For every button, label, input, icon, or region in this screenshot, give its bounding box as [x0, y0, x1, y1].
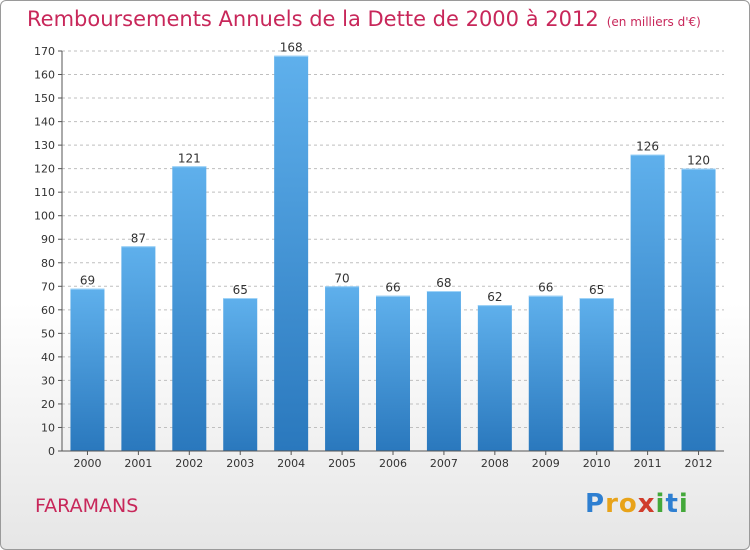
proxiti-logo: Proxiti — [585, 489, 689, 519]
bar-value-label: 66 — [385, 281, 400, 295]
x-tick-label: 2006 — [379, 457, 407, 470]
chart-title: Remboursements Annuels de la Dette de 20… — [27, 7, 701, 31]
bar-value-label: 120 — [687, 154, 710, 168]
x-tick-label: 2003 — [226, 457, 254, 470]
y-tick-label: 160 — [34, 69, 55, 82]
x-tick-label: 2012 — [685, 457, 713, 470]
y-tick-label: 150 — [34, 92, 55, 105]
x-tick-label: 2004 — [277, 457, 305, 470]
bar-2004 — [274, 55, 309, 452]
y-tick-label: 130 — [34, 139, 55, 152]
bars: 69 87 121 65 168 70 66 68 62 66 65 126 120 — [70, 41, 716, 452]
y-tick-label: 100 — [34, 210, 55, 223]
x-tick-label: 2009 — [532, 457, 560, 470]
y-tick-label: 30 — [41, 374, 55, 387]
x-tick-label: 2005 — [328, 457, 356, 470]
bar-2003 — [223, 298, 258, 451]
commune-name: FARAMANS — [35, 495, 139, 517]
y-tick-label: 50 — [41, 327, 55, 340]
chart-title-text: Remboursements Annuels de la Dette de 20… — [27, 7, 599, 31]
bar-2000 — [70, 288, 105, 451]
y-tick-label: 60 — [41, 304, 55, 317]
bar-2002 — [172, 166, 207, 451]
bar-value-label: 121 — [178, 151, 201, 165]
bar-value-label: 66 — [538, 281, 553, 295]
y-tick-label: 80 — [41, 257, 55, 270]
bar-2012 — [681, 168, 716, 451]
y-tick-label: 140 — [34, 116, 55, 129]
x-tick-label: 2007 — [430, 457, 458, 470]
x-tick-label: 2002 — [175, 457, 203, 470]
bar-2011 — [630, 154, 665, 451]
y-tick-label: 70 — [41, 280, 55, 293]
x-tick-label: 2011 — [634, 457, 662, 470]
bar-value-label: 69 — [80, 274, 95, 288]
bar-value-label: 87 — [131, 231, 146, 245]
bar-value-label: 70 — [334, 271, 349, 285]
y-tick-label: 120 — [34, 163, 55, 176]
x-tick-label: 2008 — [481, 457, 509, 470]
y-tick-label: 90 — [41, 233, 55, 246]
x-tick-label: 2000 — [73, 457, 101, 470]
bar-2006 — [376, 295, 410, 451]
y-tick-label: 20 — [41, 398, 55, 411]
y-tick-label: 10 — [41, 421, 55, 434]
y-tick-label: 40 — [41, 351, 55, 364]
x-tick-label: 2010 — [583, 457, 611, 470]
bar-2010 — [579, 298, 614, 451]
bar-value-label: 168 — [280, 41, 303, 55]
y-tick-label: 110 — [34, 186, 55, 199]
y-tick-label: 0 — [48, 445, 55, 458]
bar-2005 — [325, 286, 360, 451]
chart-subtitle: (en milliers d'€) — [606, 15, 701, 29]
y-tick-label: 170 — [34, 45, 55, 58]
bar-value-label: 62 — [487, 290, 502, 304]
bar-2008 — [477, 305, 512, 451]
x-axis: 2000 2001 2002 2003 2004 2005 2006 2007 2008 2009… — [62, 450, 724, 470]
bar-value-label: 68 — [436, 276, 451, 290]
bar-2007 — [426, 291, 461, 451]
bar-2001 — [121, 246, 156, 451]
x-tick-label: 2001 — [124, 457, 152, 470]
bar-value-label: 126 — [636, 140, 659, 154]
bar-value-label: 65 — [233, 283, 248, 297]
bar-value-label: 65 — [589, 283, 604, 297]
bar-2009 — [528, 295, 563, 451]
y-axis: 0 10 20 30 40 50 60 70 80 90 100 110 120 130 140 150 160… — [34, 45, 63, 458]
